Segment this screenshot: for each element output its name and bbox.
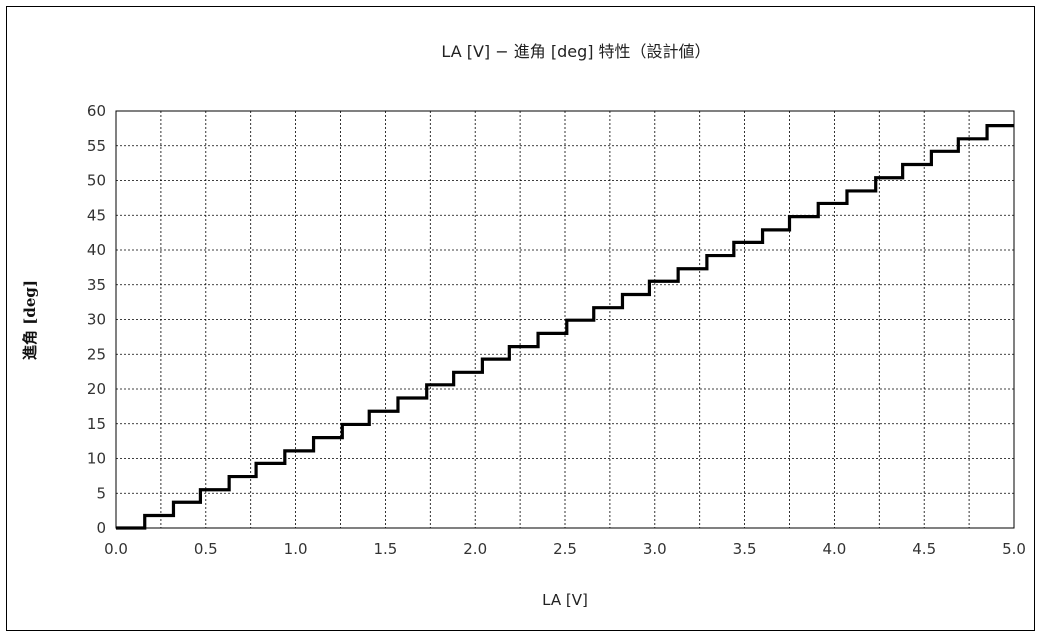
y-tick-label: 30 (87, 311, 106, 329)
series-line (116, 123, 1014, 530)
chart-title: LA [V] − 進角 [deg] 特性（設計値） (441, 42, 710, 61)
y-tick-label: 55 (87, 137, 106, 155)
tick-labels: 0.0 0.5 1.0 1.5 2.0 2.5 3.0 3.5 4.0 4.5 5.0 0 5 10 15 2… (87, 102, 1026, 558)
chart-frame: LA [V] − 進角 [deg] 特性（設計値） 0.0 0.5 1.0 1.5 2.… (6, 6, 1035, 631)
y-tick-label: 50 (87, 172, 106, 190)
x-tick-label: 2.5 (553, 540, 577, 558)
y-tick-label: 0 (96, 519, 106, 537)
grid-lines (116, 111, 1014, 528)
x-axis-label: LA [V] (542, 591, 588, 609)
y-tick-label: 45 (87, 206, 106, 224)
plot-border (115, 110, 1015, 529)
x-tick-label: 0.0 (104, 540, 128, 558)
x-tick-label: 2.0 (463, 540, 487, 558)
y-axis-label: 進角 [deg] (21, 280, 39, 360)
x-tick-label: 3.0 (643, 540, 667, 558)
x-tick-label: 4.5 (912, 540, 936, 558)
y-tick-label: 35 (87, 276, 106, 294)
chart-svg: LA [V] − 進角 [deg] 特性（設計値） 0.0 0.5 1.0 1.5 2.… (21, 42, 1026, 609)
y-tick-label: 25 (87, 345, 106, 363)
x-tick-label: 5.0 (1002, 540, 1026, 558)
x-tick-label: 3.5 (733, 540, 757, 558)
y-tick-label: 15 (87, 415, 106, 433)
y-tick-label: 10 (87, 450, 106, 468)
y-tick-label: 20 (87, 380, 106, 398)
x-tick-label: 1.5 (373, 540, 397, 558)
x-tick-label: 0.5 (194, 540, 218, 558)
x-tick-label: 1.0 (284, 540, 308, 558)
x-tick-label: 4.0 (822, 540, 846, 558)
y-tick-label: 5 (96, 484, 106, 502)
y-tick-label: 40 (87, 241, 106, 259)
y-tick-label: 60 (87, 102, 106, 120)
